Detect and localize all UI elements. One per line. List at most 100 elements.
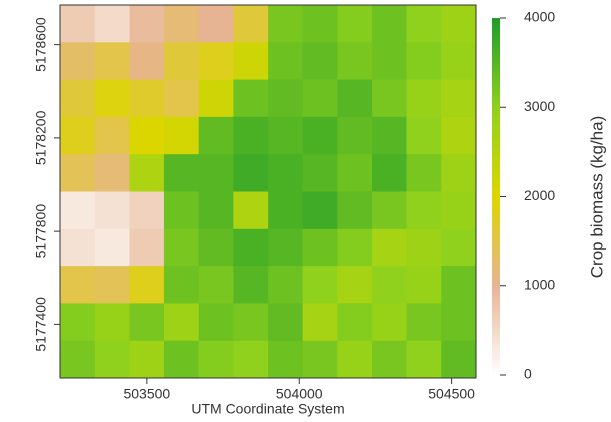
raster-cell	[337, 154, 372, 192]
raster-cell	[164, 42, 199, 80]
raster-cell	[337, 5, 372, 43]
raster-cell	[164, 229, 199, 267]
raster-cell	[60, 80, 95, 118]
raster-cell	[372, 229, 407, 267]
raster-cell	[95, 303, 130, 341]
x-tick-label: 504000	[276, 386, 323, 402]
raster-cell	[407, 192, 442, 230]
y-tick-label: 5177400	[33, 297, 49, 352]
raster-cell	[199, 266, 234, 304]
raster-cell	[268, 266, 303, 304]
colorbar	[492, 18, 500, 375]
raster-cell	[303, 192, 338, 230]
raster-cell	[268, 117, 303, 155]
raster-cell	[337, 229, 372, 267]
raster-cell	[303, 341, 338, 379]
raster-cell	[129, 266, 164, 304]
raster-cell	[337, 303, 372, 341]
raster-cell	[337, 117, 372, 155]
raster-cell	[129, 341, 164, 379]
raster-cell	[60, 154, 95, 192]
raster-cell	[233, 229, 268, 267]
raster-cell	[129, 154, 164, 192]
raster-cell	[407, 229, 442, 267]
raster-cell	[233, 266, 268, 304]
raster-cell	[441, 341, 476, 379]
raster-cell	[372, 341, 407, 379]
raster-cell	[129, 80, 164, 118]
raster-cell	[407, 303, 442, 341]
raster-cell	[233, 341, 268, 379]
raster-cell	[268, 5, 303, 43]
raster-cell	[164, 80, 199, 118]
colorbar-label: Crop biomass (kg/ha)	[587, 116, 606, 279]
raster-cell	[337, 80, 372, 118]
raster-cell	[233, 42, 268, 80]
raster-cell	[164, 117, 199, 155]
raster-cell	[129, 192, 164, 230]
x-tick-label: 503500	[123, 386, 170, 402]
raster-cell	[95, 42, 130, 80]
raster-cell	[129, 5, 164, 43]
raster-cell	[372, 154, 407, 192]
raster-cell	[199, 229, 234, 267]
raster-cell	[441, 266, 476, 304]
chart: UTM Coordinate System Crop biomass (kg/h…	[0, 0, 611, 422]
raster-cell	[95, 154, 130, 192]
raster-cell	[199, 154, 234, 192]
raster-cell	[303, 154, 338, 192]
raster-cell	[268, 341, 303, 379]
x-axis-label: UTM Coordinate System	[191, 401, 344, 417]
raster-cell	[60, 5, 95, 43]
raster-cell	[129, 117, 164, 155]
raster-cell	[60, 117, 95, 155]
raster-cell	[233, 117, 268, 155]
x-tick-label: 504500	[428, 386, 475, 402]
raster-cell	[441, 192, 476, 230]
raster-cell	[303, 266, 338, 304]
raster-cell	[233, 192, 268, 230]
raster-cell	[372, 192, 407, 230]
raster-cell	[164, 5, 199, 43]
raster-cell	[268, 80, 303, 118]
raster-cell	[303, 229, 338, 267]
raster-cell	[95, 341, 130, 379]
raster-cell	[441, 5, 476, 43]
raster-cell	[337, 192, 372, 230]
raster-cell	[60, 42, 95, 80]
raster-cell	[199, 303, 234, 341]
raster-cell	[441, 117, 476, 155]
raster-cell	[233, 154, 268, 192]
raster-cell	[60, 192, 95, 230]
raster-cell	[60, 229, 95, 267]
colorbar-tick-label: 1000	[524, 276, 555, 292]
raster-cell	[372, 5, 407, 43]
raster-cell	[407, 80, 442, 118]
raster-cell	[441, 42, 476, 80]
raster-cell	[337, 341, 372, 379]
raster-cell	[95, 229, 130, 267]
y-tick-label: 5178200	[33, 110, 49, 165]
raster-cell	[164, 341, 199, 379]
y-tick-label: 5178600	[33, 17, 49, 72]
raster-cell	[337, 42, 372, 80]
raster-cell	[199, 80, 234, 118]
raster-cell	[268, 42, 303, 80]
raster-cell	[441, 229, 476, 267]
colorbar-tick-label: 3000	[524, 98, 555, 114]
raster-cell	[233, 5, 268, 43]
raster-cell	[303, 117, 338, 155]
raster-cell	[60, 303, 95, 341]
raster-cell	[199, 192, 234, 230]
raster-cell	[164, 266, 199, 304]
raster-cell	[268, 192, 303, 230]
raster-cell	[441, 80, 476, 118]
raster-cell	[372, 80, 407, 118]
raster-cell	[95, 192, 130, 230]
raster-cell	[233, 303, 268, 341]
raster-cell	[372, 42, 407, 80]
raster-cell	[95, 5, 130, 43]
raster-cell	[199, 5, 234, 43]
raster-cell	[199, 341, 234, 379]
raster-cell	[164, 303, 199, 341]
